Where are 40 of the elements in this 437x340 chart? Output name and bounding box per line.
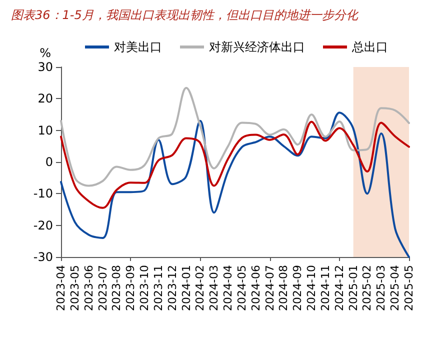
chart-title: 图表36：1-5月，我国出口表现出韧性，但出口目的地进一步分化	[11, 8, 359, 22]
x-tick-label: 2024-05	[235, 265, 248, 311]
y-tick-label: -30	[33, 250, 53, 264]
y-tick-label: -20	[33, 218, 53, 232]
x-tick-label: 2024-02	[194, 265, 207, 311]
x-tick-label: 2024-07	[263, 265, 276, 311]
x-tick-label: 2023-09	[124, 265, 138, 311]
x-tick-label: 2024-11	[318, 265, 332, 311]
x-tick-label: 2025-01	[346, 265, 360, 311]
x-tick-label: 2024-09	[291, 265, 304, 311]
line-series	[60, 120, 410, 209]
line-series	[60, 86, 410, 187]
x-tick-label: 2024-03	[208, 265, 221, 311]
y-tick-label: 20	[38, 92, 53, 106]
y-tick-label: -10	[33, 186, 53, 201]
x-tick-label: 2024-08	[277, 265, 290, 311]
legend-label: 总出口	[351, 40, 388, 54]
y-tick-label: 10	[38, 123, 53, 138]
x-tick-label: 2024-12	[332, 265, 346, 311]
x-tick-label: 2024-06	[249, 265, 262, 311]
x-tick-label: 2025-05	[402, 265, 416, 311]
x-tick-label: 2023-08	[110, 265, 124, 311]
x-tick-label: 2023-05	[68, 265, 82, 311]
x-tick-label: 2023-10	[138, 265, 152, 311]
y-tick-label: 0	[45, 155, 53, 169]
x-tick-label: 2023-12	[166, 265, 179, 311]
x-tick-label: 2025-03	[374, 265, 388, 311]
x-tick-label: 2023-06	[82, 265, 96, 311]
x-tick-label: 2025-02	[360, 265, 374, 311]
y-tick-label: 30	[38, 60, 53, 74]
x-tick-label: 2024-04	[222, 265, 235, 311]
x-tick-label: 2024-10	[305, 265, 318, 311]
x-tick-label: 2023-11	[152, 265, 165, 311]
legend-label: 对新兴经济体出口	[209, 40, 305, 54]
y-axis-title: %	[40, 46, 51, 60]
x-tick-label: 2023-07	[96, 265, 110, 311]
x-tick-label: 2025-04	[388, 265, 402, 311]
legend-label: 对美出口	[114, 40, 162, 54]
x-tick-label: 2024-01	[180, 265, 193, 311]
x-tick-label: 2023-04	[54, 265, 68, 311]
